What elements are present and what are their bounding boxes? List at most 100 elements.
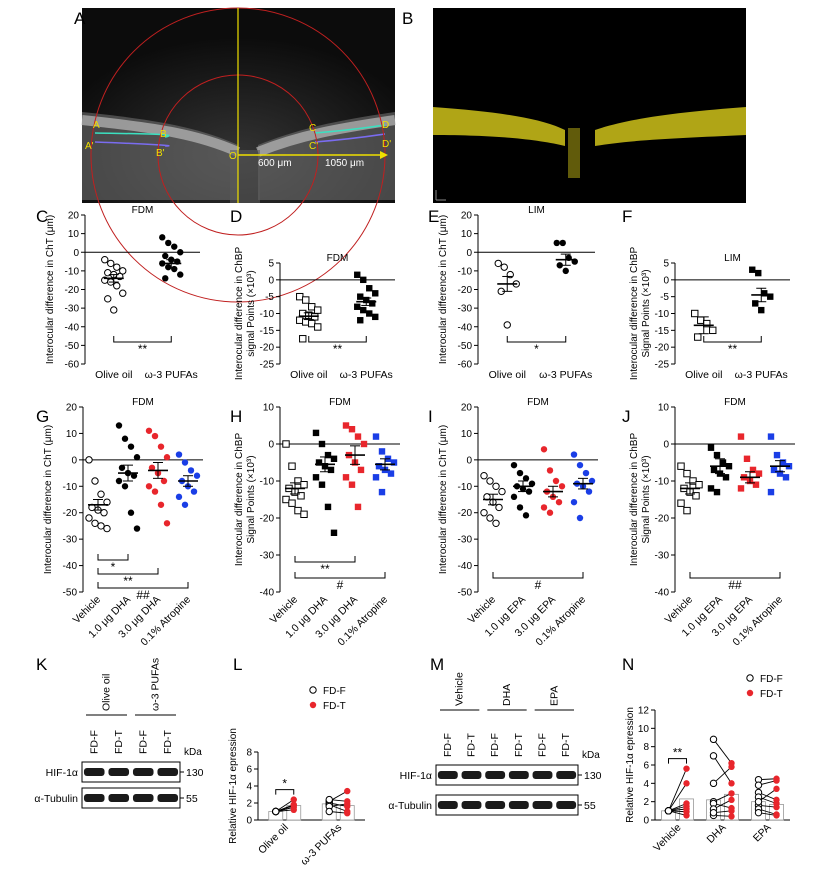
data-point bbox=[719, 459, 727, 466]
panel-label-H: H bbox=[230, 407, 242, 426]
legend-label: FD-T bbox=[323, 701, 346, 712]
data-point bbox=[562, 267, 569, 275]
panel-label-B: B bbox=[402, 9, 413, 28]
series-1 bbox=[553, 239, 578, 275]
y-tick-label: -10 bbox=[260, 309, 275, 320]
data-point bbox=[576, 514, 584, 522]
legend-label: FD-T bbox=[760, 689, 783, 700]
data-point bbox=[528, 480, 536, 487]
row-label: HIF-1α bbox=[46, 767, 78, 779]
data-point bbox=[294, 506, 302, 515]
y-tick-label: 0 bbox=[268, 440, 274, 451]
data-point bbox=[127, 443, 135, 450]
data-point bbox=[770, 466, 778, 474]
series-3 bbox=[372, 433, 398, 496]
oct-marker-label: D bbox=[382, 120, 389, 131]
oct-marker-label: C' bbox=[309, 141, 318, 152]
y-tick-label: 2 bbox=[643, 797, 649, 808]
data-point bbox=[296, 316, 304, 324]
series-3 bbox=[767, 433, 793, 496]
oct-marker-label: D' bbox=[382, 139, 391, 150]
y-tick-label: -20 bbox=[655, 343, 670, 354]
y-tick-label: 0 bbox=[466, 455, 472, 466]
data-point bbox=[709, 326, 717, 335]
y-tick-label: 4 bbox=[643, 779, 649, 790]
y-tick-label: 0 bbox=[73, 248, 79, 259]
data-point bbox=[360, 276, 367, 284]
data-point bbox=[677, 462, 685, 470]
data-point bbox=[324, 451, 332, 459]
data-point bbox=[570, 498, 578, 506]
panel-label-K: K bbox=[36, 655, 48, 674]
data-point bbox=[151, 432, 159, 440]
data-point bbox=[357, 317, 364, 324]
point-fd-t bbox=[728, 790, 735, 797]
data-point bbox=[130, 472, 138, 479]
category-label: Olive oil bbox=[685, 369, 722, 381]
y-tick-label: 12 bbox=[638, 706, 650, 717]
y-tick-label: -60 bbox=[65, 360, 80, 371]
point-fd-f bbox=[754, 797, 763, 806]
point-fd-t bbox=[773, 803, 780, 811]
data-point bbox=[91, 477, 99, 485]
y-tick-label: -50 bbox=[458, 588, 473, 599]
data-point bbox=[101, 256, 109, 264]
significance-bracket bbox=[113, 336, 172, 343]
y-tick-label: -30 bbox=[458, 535, 473, 546]
y-tick-label: -20 bbox=[458, 285, 473, 296]
data-point bbox=[749, 266, 756, 273]
y-tick-label: -50 bbox=[458, 341, 473, 352]
significance-bracket bbox=[294, 572, 386, 579]
data-point bbox=[749, 466, 757, 474]
data-point bbox=[113, 282, 121, 290]
band bbox=[437, 801, 458, 809]
data-point bbox=[522, 512, 530, 519]
band bbox=[485, 771, 506, 779]
data-point bbox=[782, 474, 790, 481]
data-point bbox=[758, 306, 765, 314]
data-point bbox=[121, 435, 129, 442]
significance-label: * bbox=[534, 342, 539, 356]
pair-line bbox=[713, 755, 732, 784]
data-point bbox=[330, 455, 338, 462]
series-2 bbox=[342, 422, 368, 511]
significance-bracket bbox=[308, 336, 367, 343]
data-point bbox=[366, 285, 373, 292]
data-point bbox=[713, 451, 721, 459]
pair-line bbox=[713, 766, 732, 784]
point-fd-t bbox=[728, 763, 735, 771]
significance-bracket bbox=[689, 572, 781, 579]
band bbox=[132, 768, 154, 776]
series-3 bbox=[175, 451, 201, 508]
data-point bbox=[296, 292, 304, 301]
data-point bbox=[486, 514, 494, 522]
data-point bbox=[694, 333, 702, 341]
y-axis-label: Interocular difference in ChBPSignal Poi… bbox=[629, 433, 652, 567]
data-point bbox=[522, 475, 530, 482]
group-label: ω-3 PUFAs bbox=[150, 658, 162, 711]
lane-label: FD-F bbox=[537, 733, 549, 757]
data-point bbox=[342, 474, 350, 481]
mw-label: 130 bbox=[584, 770, 602, 782]
y-tick-label: 10 bbox=[461, 229, 473, 240]
y-tick-label: 0 bbox=[246, 816, 252, 827]
data-point bbox=[151, 488, 159, 495]
data-point bbox=[372, 313, 379, 321]
group-0 bbox=[268, 796, 302, 821]
series-1 bbox=[510, 461, 536, 519]
series-2 bbox=[737, 433, 763, 492]
y-tick-label: -30 bbox=[655, 551, 670, 562]
y-tick-label: -20 bbox=[63, 508, 78, 519]
significance-label: # bbox=[337, 578, 344, 592]
data-point bbox=[713, 488, 721, 496]
panel-label-G: G bbox=[36, 407, 49, 426]
data-point bbox=[110, 306, 118, 314]
series-0 bbox=[480, 472, 506, 527]
data-point bbox=[314, 306, 322, 314]
y-tick-label: -30 bbox=[63, 535, 78, 546]
data-point bbox=[302, 296, 310, 304]
kda-label: kDa bbox=[184, 747, 202, 758]
data-point bbox=[177, 271, 184, 278]
data-point bbox=[133, 454, 141, 461]
data-point bbox=[360, 440, 368, 448]
